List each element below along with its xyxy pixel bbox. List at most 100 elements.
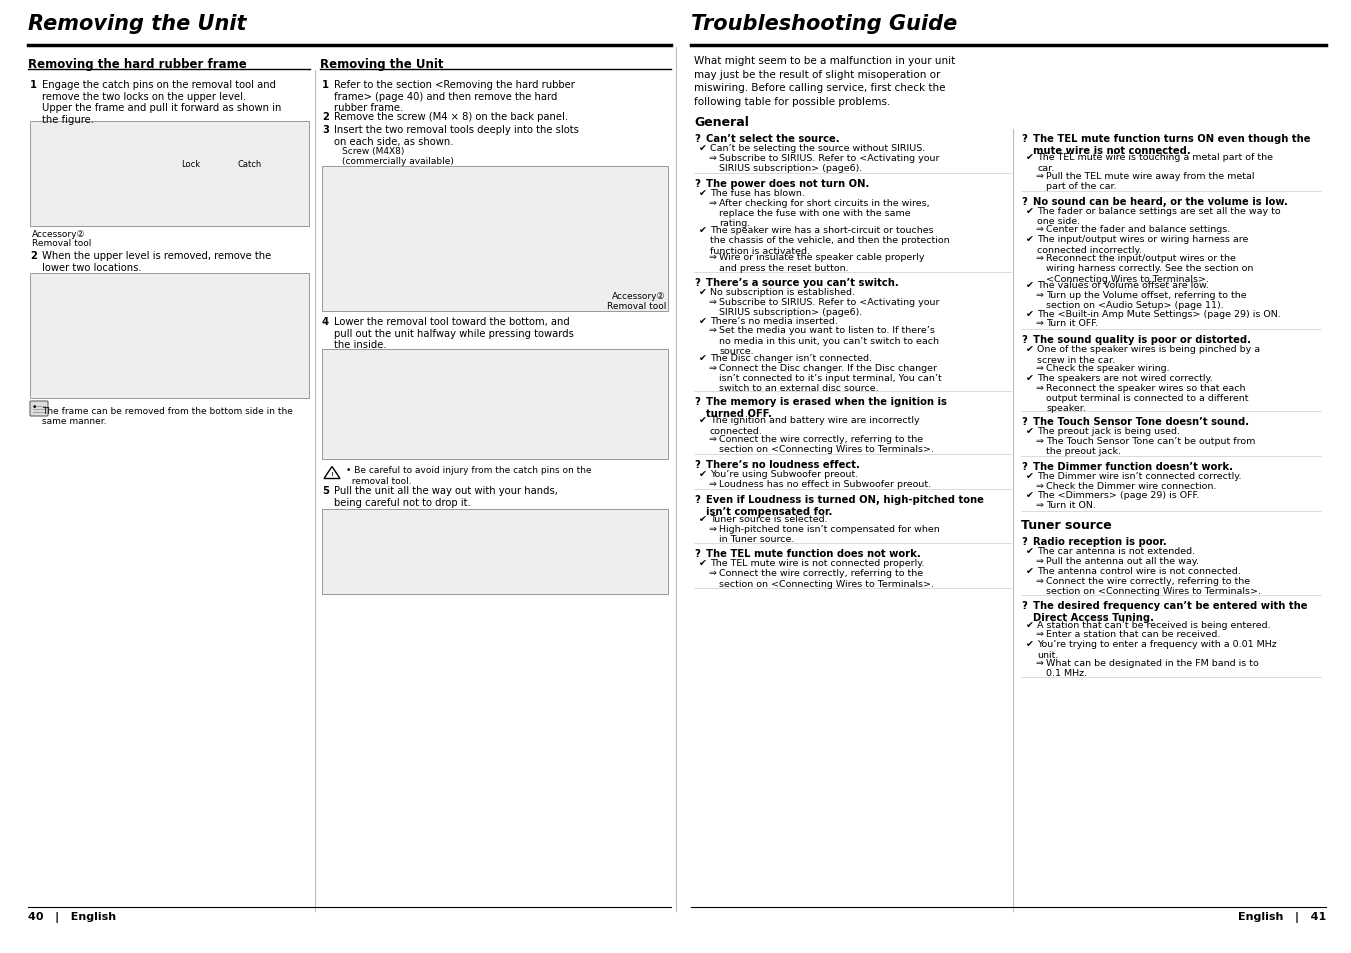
Text: ?: ? (1021, 461, 1027, 471)
Text: ⇒: ⇒ (1035, 436, 1043, 446)
Text: Loudness has no effect in Subwoofer preout.: Loudness has no effect in Subwoofer preo… (719, 479, 931, 488)
Text: ✔: ✔ (1025, 547, 1034, 556)
Text: ⇒: ⇒ (1035, 225, 1043, 234)
Text: ⇒: ⇒ (1035, 557, 1043, 565)
Text: ⇒: ⇒ (708, 363, 716, 373)
Text: ✔: ✔ (1025, 566, 1034, 576)
Text: ?: ? (694, 277, 700, 288)
Text: ⇒: ⇒ (708, 153, 716, 163)
Text: 3: 3 (322, 125, 328, 135)
Text: Engage the catch pins on the removal tool and
remove the two locks on the upper : Engage the catch pins on the removal too… (42, 80, 281, 125)
Text: Set the media you want to listen to. If there’s
no media in this unit, you can’t: Set the media you want to listen to. If … (719, 326, 939, 355)
Bar (322, 167, 667, 312)
Text: There’s no loudness effect.: There’s no loudness effect. (707, 459, 859, 469)
Text: ✔: ✔ (1025, 310, 1034, 318)
Text: Tuner source: Tuner source (1021, 518, 1112, 532)
Text: ?: ? (694, 495, 700, 505)
Text: ?: ? (1021, 133, 1027, 144)
Text: Reconnect the speaker wires so that each
output terminal is connected to a diffe: Reconnect the speaker wires so that each… (1046, 383, 1248, 413)
Text: Wire or insulate the speaker cable properly
and press the reset button.: Wire or insulate the speaker cable prope… (719, 253, 924, 273)
Text: Remove the screw (M4 × 8) on the back panel.: Remove the screw (M4 × 8) on the back pa… (334, 112, 569, 122)
Text: • Be careful to avoid injury from the catch pins on the
  removal tool.: • Be careful to avoid injury from the ca… (346, 466, 592, 485)
Bar (30, 274, 309, 398)
Text: ✔: ✔ (698, 416, 707, 425)
Text: The Disc changer isn’t connected.: The Disc changer isn’t connected. (711, 354, 871, 362)
Text: General: General (694, 116, 748, 129)
Text: ⇒: ⇒ (1035, 630, 1043, 639)
Text: ?: ? (1021, 196, 1027, 207)
Text: Can’t select the source.: Can’t select the source. (707, 133, 839, 144)
Text: ⇒: ⇒ (1035, 364, 1043, 373)
Text: ?: ? (1021, 416, 1027, 427)
Text: 2: 2 (30, 251, 36, 261)
Text: No subscription is established.: No subscription is established. (711, 288, 855, 297)
Text: The TEL mute wire is touching a metal part of the
car.: The TEL mute wire is touching a metal pa… (1038, 153, 1273, 172)
Text: The memory is erased when the ignition is
turned OFF.: The memory is erased when the ignition i… (707, 396, 947, 418)
Text: ✔: ✔ (698, 515, 707, 523)
Text: 40   |   English: 40 | English (28, 911, 116, 923)
Text: The ignition and battery wire are incorrectly
connected.: The ignition and battery wire are incorr… (711, 416, 920, 436)
Text: ✔: ✔ (698, 558, 707, 568)
Text: ✔: ✔ (1025, 374, 1034, 382)
Text: ⇒: ⇒ (1035, 481, 1043, 490)
Text: ⇒: ⇒ (708, 326, 716, 335)
Text: The car antenna is not extended.: The car antenna is not extended. (1038, 547, 1196, 556)
Text: Accessory②
Removal tool: Accessory② Removal tool (607, 292, 666, 311)
Text: ✔: ✔ (1025, 427, 1034, 436)
Text: The fader or balance settings are set all the way to
one side.: The fader or balance settings are set al… (1038, 207, 1281, 226)
FancyBboxPatch shape (30, 401, 49, 416)
Text: ?: ? (694, 459, 700, 469)
Text: The desired frequency can’t be entered with the
Direct Access Tuning.: The desired frequency can’t be entered w… (1034, 600, 1308, 622)
Text: The speaker wire has a short-circuit or touches
the chassis of the vehicle, and : The speaker wire has a short-circuit or … (711, 226, 950, 255)
Polygon shape (324, 467, 340, 479)
Text: Accessory②: Accessory② (32, 230, 85, 239)
Text: A station that can’t be received is being entered.: A station that can’t be received is bein… (1038, 620, 1271, 629)
Text: The frame can be removed from the bottom side in the
same manner.: The frame can be removed from the bottom… (42, 407, 293, 426)
Text: Radio reception is poor.: Radio reception is poor. (1034, 537, 1167, 546)
Text: Insert the two removal tools deeply into the slots
on each side, as shown.: Insert the two removal tools deeply into… (334, 125, 578, 147)
Text: The <Built-in Amp Mute Settings> (page 29) is ON.: The <Built-in Amp Mute Settings> (page 2… (1038, 310, 1281, 318)
Text: Center the fader and balance settings.: Center the fader and balance settings. (1046, 225, 1231, 234)
Text: The speakers are not wired correctly.: The speakers are not wired correctly. (1038, 374, 1213, 382)
Text: Turn it OFF.: Turn it OFF. (1046, 319, 1098, 328)
Text: Refer to the section <Removing the hard rubber
frame> (page 40) and then remove : Refer to the section <Removing the hard … (334, 80, 576, 113)
Text: ?: ? (694, 549, 700, 558)
Text: ✔: ✔ (1025, 207, 1034, 215)
Text: 1: 1 (30, 80, 36, 90)
Text: ✔: ✔ (1025, 281, 1034, 290)
Text: You’re trying to enter a frequency with a 0.01 MHz
unit.: You’re trying to enter a frequency with … (1038, 639, 1277, 659)
Text: Can’t be selecting the source without SIRIUS.: Can’t be selecting the source without SI… (711, 144, 925, 153)
Text: Connect the wire correctly, referring to the
section on <Connecting Wires to Ter: Connect the wire correctly, referring to… (719, 435, 934, 454)
Text: Connect the wire correctly, referring to the
section on <Connecting Wires to Ter: Connect the wire correctly, referring to… (1046, 576, 1260, 596)
Text: The antenna control wire is not connected.: The antenna control wire is not connecte… (1038, 566, 1240, 576)
Text: Subscribe to SIRIUS. Refer to <Activating your
SIRIUS subscription> (page6).: Subscribe to SIRIUS. Refer to <Activatin… (719, 153, 939, 173)
Text: ?: ? (1021, 537, 1027, 546)
Text: ⇒: ⇒ (708, 569, 716, 578)
Text: What can be designated in the FM band is to
0.1 MHz.: What can be designated in the FM band is… (1046, 659, 1259, 678)
Text: English   |   41: English | 41 (1238, 911, 1325, 923)
Text: !: ! (331, 472, 334, 480)
Text: ✔: ✔ (1025, 153, 1034, 162)
Text: Check the Dimmer wire connection.: Check the Dimmer wire connection. (1046, 481, 1216, 490)
Text: The preout jack is being used.: The preout jack is being used. (1038, 427, 1179, 436)
Text: ✔: ✔ (698, 316, 707, 325)
Text: Check the speaker wiring.: Check the speaker wiring. (1046, 364, 1170, 373)
Text: ✔: ✔ (1025, 345, 1034, 354)
Text: ✔: ✔ (1025, 472, 1034, 480)
Text: One of the speaker wires is being pinched by a
screw in the car.: One of the speaker wires is being pinche… (1038, 345, 1260, 364)
Text: ✔: ✔ (1025, 639, 1034, 649)
Text: There’s no media inserted.: There’s no media inserted. (711, 316, 838, 325)
Text: ✔: ✔ (698, 144, 707, 153)
Text: Pull the antenna out all the way.: Pull the antenna out all the way. (1046, 557, 1198, 565)
Text: The TEL mute function turns ON even though the
mute wire is not connected.: The TEL mute function turns ON even thou… (1034, 133, 1310, 155)
Text: ✔: ✔ (698, 226, 707, 234)
Text: ⇒: ⇒ (1035, 659, 1043, 667)
Bar (30, 122, 309, 227)
Text: ✔: ✔ (698, 469, 707, 478)
Text: The Touch Sensor Tone doesn’t sound.: The Touch Sensor Tone doesn’t sound. (1034, 416, 1250, 427)
Text: Removal tool: Removal tool (32, 239, 92, 248)
Text: 4: 4 (322, 316, 330, 327)
Text: ?: ? (694, 133, 700, 144)
Text: ?: ? (694, 178, 700, 189)
Text: When the upper level is removed, remove the
lower two locations.: When the upper level is removed, remove … (42, 251, 272, 273)
